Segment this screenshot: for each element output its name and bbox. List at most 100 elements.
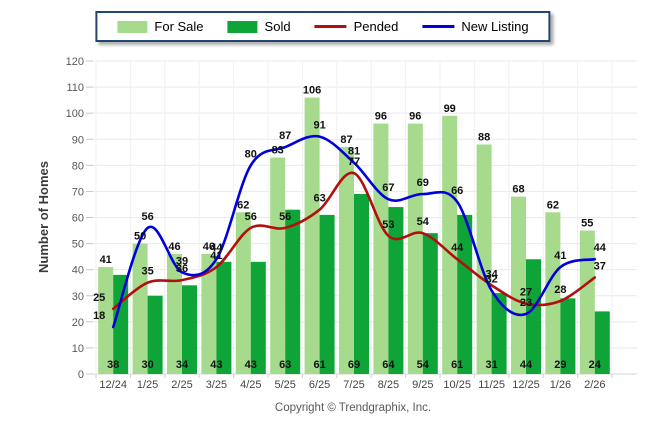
bar-sold — [457, 214, 473, 374]
y-tick-label: 0 — [78, 369, 84, 381]
value-label-new-listing: 18 — [93, 310, 105, 322]
x-tick-label: 4/25 — [240, 379, 261, 391]
x-tick-label: 5/25 — [274, 379, 295, 391]
legend-item-for-sale: For Sale — [117, 19, 204, 34]
x-tick-label: 8/25 — [378, 379, 399, 391]
x-tick-label: 11/25 — [478, 379, 505, 391]
bar-for-sale — [476, 144, 492, 374]
x-tick-label: 7/25 — [343, 379, 364, 391]
bar-sold — [147, 295, 163, 374]
value-label-for-sale: 41 — [100, 254, 112, 266]
value-label-sold: 69 — [348, 359, 360, 371]
value-label-sold: 34 — [176, 359, 189, 371]
value-label-new-listing: 80 — [245, 148, 257, 160]
value-label-new-listing: 56 — [141, 211, 153, 223]
value-label-new-listing: 44 — [594, 242, 607, 254]
value-label-pended: 37 — [594, 260, 606, 272]
value-label-for-sale: 46 — [203, 241, 215, 253]
value-label-new-listing: 44 — [210, 242, 223, 254]
x-tick-label: 6/25 — [309, 379, 330, 391]
bar-for-sale — [235, 212, 251, 374]
value-label-new-listing: 41 — [554, 250, 566, 262]
bar-sold — [491, 293, 507, 374]
legend-swatch-pended-icon — [314, 25, 347, 28]
value-label-pended: 53 — [382, 219, 394, 231]
y-tick-label: 80 — [72, 160, 84, 172]
value-label-sold: 31 — [485, 359, 497, 371]
bar-sold — [594, 311, 610, 374]
legend-label-new-listing: New Listing — [461, 19, 529, 34]
value-label-pended: 56 — [279, 211, 291, 223]
bar-for-sale — [545, 212, 561, 374]
value-label-new-listing: 66 — [451, 185, 463, 197]
bar-sold — [560, 298, 576, 374]
y-tick-label: 100 — [66, 108, 84, 120]
legend-label-for-sale: For Sale — [154, 19, 204, 34]
value-label-for-sale: 55 — [581, 218, 593, 230]
value-label-for-sale: 46 — [168, 241, 180, 253]
pended-line — [111, 171, 597, 311]
bar-for-sale — [304, 97, 320, 375]
value-label-for-sale: 68 — [512, 184, 524, 196]
y-tick-label: 70 — [72, 186, 84, 198]
legend-swatch-for-sale-icon — [117, 20, 148, 33]
bar-sold — [250, 261, 266, 374]
bar-for-sale — [442, 115, 458, 375]
y-tick-label: 60 — [72, 213, 84, 225]
value-label-for-sale: 96 — [375, 111, 387, 123]
legend: For Sale Sold Pended New Listing — [95, 11, 551, 42]
bar-for-sale — [201, 254, 217, 374]
y-tick-label: 40 — [72, 265, 84, 277]
value-label-new-listing: 32 — [485, 274, 497, 286]
x-tick-label: 1/26 — [550, 379, 571, 391]
bar-sold — [182, 285, 197, 374]
value-label-for-sale: 83 — [272, 145, 284, 157]
value-label-sold: 44 — [520, 359, 533, 371]
value-label-pended: 77 — [348, 156, 360, 168]
bar-sold — [285, 209, 301, 374]
value-label-sold: 38 — [107, 359, 119, 371]
bar-sold — [216, 261, 232, 374]
bar-for-sale — [579, 230, 595, 374]
y-tick-label: 110 — [66, 82, 84, 94]
value-label-new-listing: 23 — [520, 297, 532, 309]
y-tick-label: 90 — [72, 134, 84, 146]
x-tick-label: 10/25 — [443, 379, 471, 391]
value-label-sold: 43 — [210, 359, 222, 371]
y-tick-label: 10 — [72, 343, 84, 355]
value-label-for-sale: 88 — [478, 131, 490, 143]
x-tick-label: 3/25 — [206, 379, 227, 391]
bar-for-sale — [167, 254, 182, 374]
value-label-new-listing: 91 — [313, 120, 325, 132]
bar-sold — [526, 259, 541, 374]
value-label-for-sale: 96 — [409, 111, 421, 123]
value-label-for-sale: 62 — [237, 199, 249, 211]
value-label-pended: 34 — [485, 268, 498, 280]
value-label-new-listing: 81 — [348, 146, 360, 158]
y-tick-label: 30 — [72, 291, 84, 303]
bar-for-sale — [132, 243, 148, 374]
value-label-pended: 27 — [520, 287, 532, 299]
bar-for-sale — [339, 147, 354, 374]
value-label-for-sale: 87 — [340, 134, 352, 146]
y-axis-title: Number of Homes — [36, 161, 51, 273]
x-tick-label: 9/25 — [412, 379, 433, 391]
bar-for-sale — [270, 157, 286, 374]
bar-for-sale — [98, 267, 114, 374]
bar-for-sale — [407, 123, 423, 374]
bar-sold — [319, 214, 335, 374]
value-label-new-listing: 69 — [417, 177, 429, 189]
bar-for-sale — [511, 196, 526, 374]
new-listing-line — [111, 134, 597, 329]
x-tick-label: 2/26 — [584, 379, 605, 391]
value-label-for-sale: 50 — [134, 231, 146, 243]
y-tick-label: 120 — [66, 56, 84, 68]
value-label-for-sale: 99 — [444, 103, 456, 115]
value-label-sold: 61 — [313, 359, 325, 371]
value-label-sold: 24 — [589, 359, 602, 371]
legend-item-sold: Sold — [227, 19, 291, 34]
x-tick-label: 2/25 — [171, 379, 192, 391]
value-label-for-sale: 106 — [303, 85, 321, 97]
x-tick-label: 12/25 — [512, 379, 540, 391]
